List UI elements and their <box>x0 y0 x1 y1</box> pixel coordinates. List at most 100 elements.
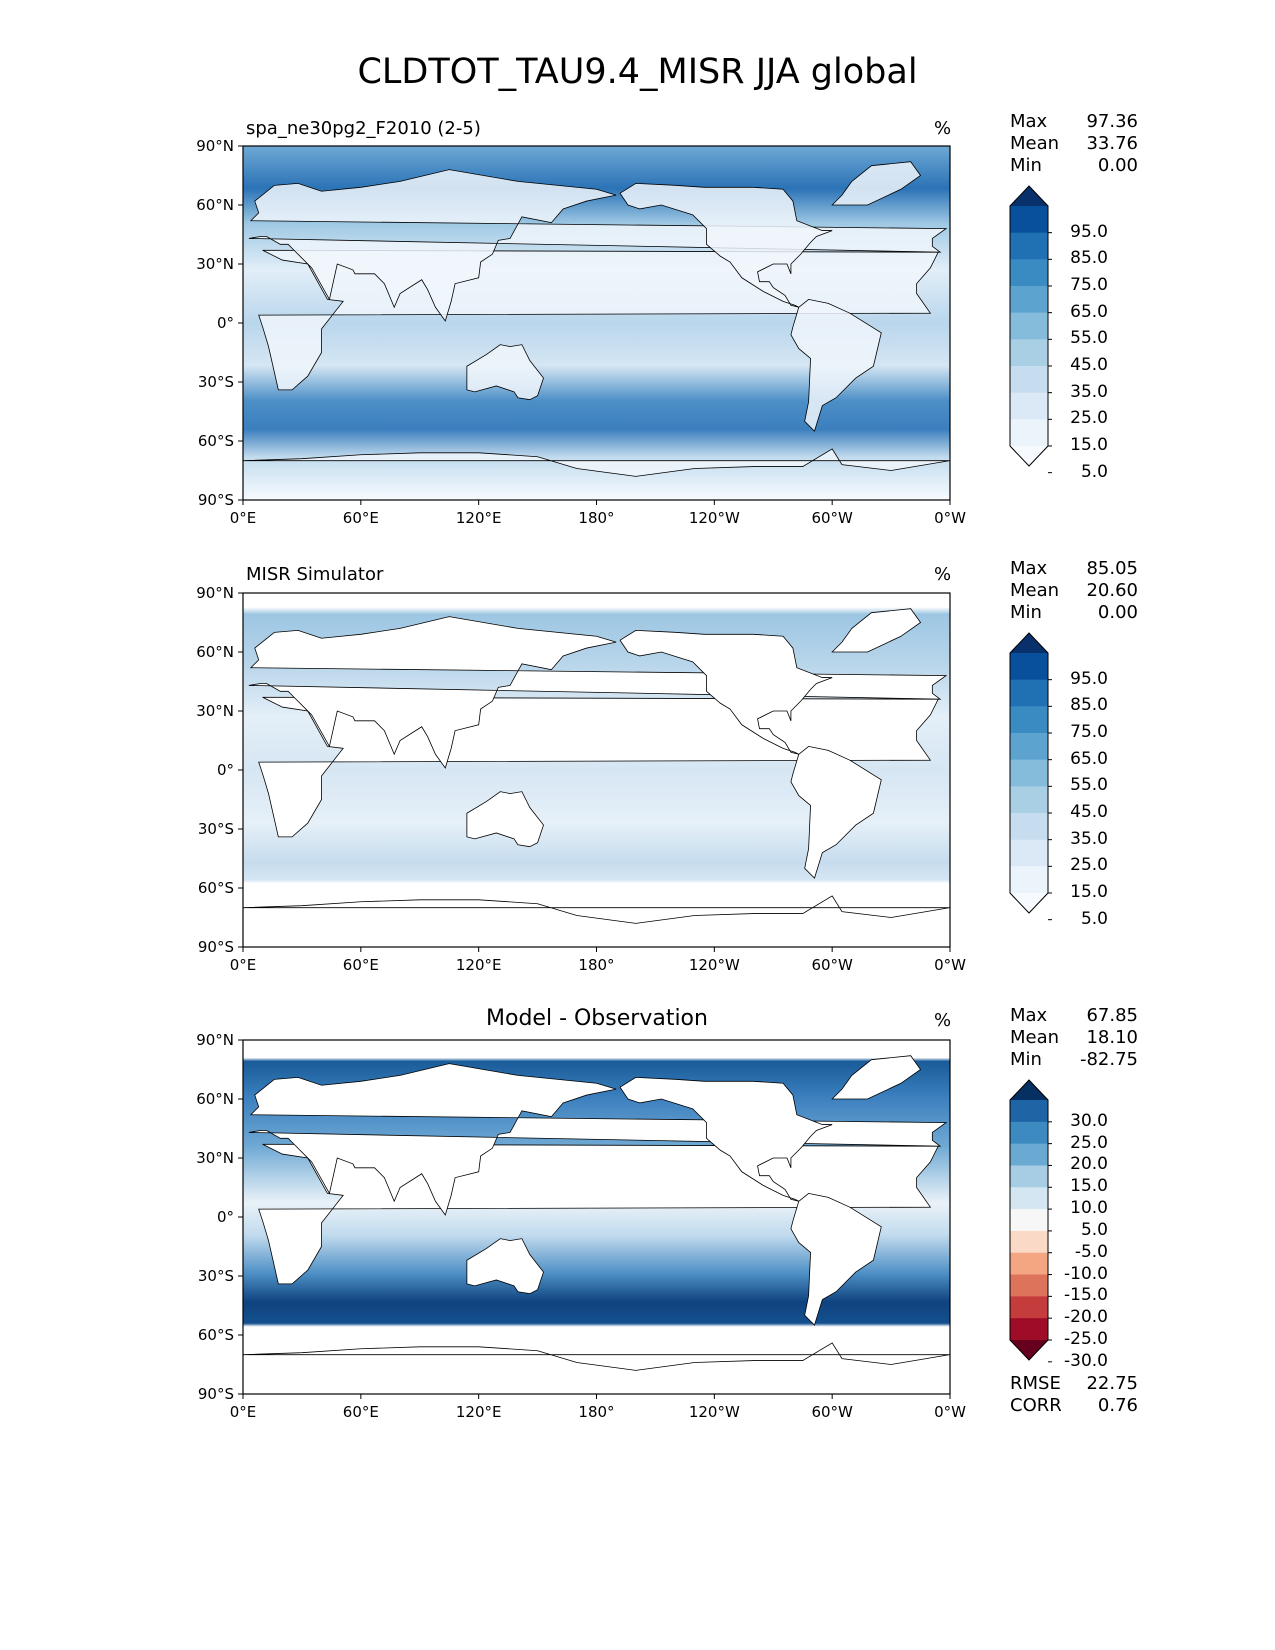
x-tick-label: 120°E <box>455 956 502 974</box>
stat-rmse-label: RMSE <box>1010 1373 1061 1394</box>
y-tick-label: 90°N <box>196 1031 234 1049</box>
stat-mean-label: Mean <box>1010 133 1060 154</box>
stat-mean-label: Mean <box>1010 1027 1060 1048</box>
x-tick-label: 120°W <box>688 956 740 974</box>
stat-corr-label: CORR <box>1010 1395 1062 1416</box>
stat-min-value: 0.00 <box>1097 602 1138 623</box>
panel-2-title: MISR Simulator <box>246 564 384 585</box>
stat-mean-value: 20.60 <box>1086 580 1138 601</box>
colorbar-extend-max <box>1010 1080 1048 1100</box>
colorbar-extend-max <box>1010 633 1048 653</box>
panel-2-units: % <box>934 564 952 585</box>
greenland-coast <box>831 1055 922 1100</box>
y-tick-label: 30°S <box>197 820 234 838</box>
greenland-coast <box>831 161 922 206</box>
colorbar-segment <box>1010 1230 1048 1254</box>
x-tick-label: 180° <box>578 509 615 527</box>
north-america-coast <box>619 1076 833 1202</box>
panel-3-title: Model - Observation <box>486 1006 708 1031</box>
colorbar-segment <box>1010 839 1048 867</box>
x-tick-label: 0°E <box>229 1403 257 1421</box>
colorbar-label: 30.0 <box>1070 1110 1108 1131</box>
x-tick-label: 120°E <box>455 509 502 527</box>
colorbar-label: 10.0 <box>1070 1198 1108 1219</box>
colorbar-label: 55.0 <box>1070 775 1108 796</box>
panel-1-units: % <box>934 118 952 139</box>
stat-rmse-value: 22.75 <box>1086 1373 1138 1394</box>
x-tick-label: 120°W <box>688 1403 740 1421</box>
x-tick-label: 120°W <box>688 509 740 527</box>
colorbar-label: 15.0 <box>1070 1176 1108 1197</box>
eurasia-coast <box>248 169 948 322</box>
y-tick-label: 60°S <box>197 1326 234 1344</box>
colorbar-label: 65.0 <box>1070 301 1108 322</box>
stat-max-value: 97.36 <box>1086 111 1138 132</box>
colorbar-label: 85.0 <box>1070 695 1108 716</box>
colorbar-label: 55.0 <box>1070 328 1108 349</box>
colorbar-label: 75.0 <box>1070 722 1108 742</box>
colorbar-segment <box>1010 259 1048 287</box>
colorbar-segment <box>1010 1209 1048 1232</box>
stat-max-label: Max <box>1010 558 1048 579</box>
colorbar-segment <box>1010 733 1048 761</box>
x-tick-label: 120°E <box>455 1403 502 1421</box>
stat-min-label: Min <box>1010 1049 1042 1070</box>
colorbar-segment <box>1010 232 1048 260</box>
stat-max-value: 67.85 <box>1086 1005 1138 1026</box>
colorbar-segment <box>1010 706 1048 734</box>
x-tick-label: 60°E <box>342 956 379 974</box>
x-tick-label: 60°E <box>342 1403 379 1421</box>
stat-max-value: 85.05 <box>1086 558 1138 579</box>
y-tick-label: 60°N <box>196 1090 234 1108</box>
y-tick-label: 0° <box>216 1208 234 1226</box>
stat-min-value: -82.75 <box>1079 1049 1138 1070</box>
colorbar-segment <box>1010 1165 1048 1188</box>
x-tick-label: 0°E <box>229 956 257 974</box>
colorbar-segment <box>1010 392 1048 420</box>
x-tick-label: 180° <box>578 1403 615 1421</box>
colorbar-segment <box>1010 1318 1048 1341</box>
y-tick-label: 0° <box>216 314 234 332</box>
stat-min-value: 0.00 <box>1097 155 1138 176</box>
y-tick-label: 60°N <box>196 196 234 214</box>
colorbar-segment <box>1010 1143 1048 1166</box>
stat-max-label: Max <box>1010 111 1048 132</box>
colorbar-segment <box>1010 1100 1048 1123</box>
stat-corr-value: 0.76 <box>1097 1395 1138 1416</box>
x-tick-label: 0°E <box>229 509 257 527</box>
greenland-coast <box>831 608 922 653</box>
stat-min-label: Min <box>1010 602 1042 623</box>
colorbar-segment <box>1010 312 1048 340</box>
antarctica-coast <box>242 1342 951 1371</box>
panel-2-stats: Max 85.05 Mean 20.60 Min 0.00 <box>1010 558 1138 624</box>
north-america-coast <box>619 629 833 755</box>
figure-title: CLDTOT_TAU9.4_MISR JJA global <box>357 52 918 92</box>
x-tick-label: 60°E <box>342 509 379 527</box>
colorbar-label: -15.0 <box>1064 1285 1108 1306</box>
stat-max-label: Max <box>1010 1005 1048 1026</box>
x-tick-label: 0°W <box>934 1403 966 1421</box>
colorbar-label: 25.0 <box>1070 1132 1108 1153</box>
colorbar-segment <box>1010 206 1048 234</box>
y-tick-label: 30°S <box>197 1267 234 1285</box>
y-tick-label: 90°N <box>196 137 234 155</box>
panel-3-units: % <box>934 1010 952 1031</box>
colorbar-label: -20.0 <box>1064 1307 1108 1328</box>
colorbar-segment <box>1010 786 1048 814</box>
colorbar-segment <box>1010 1296 1048 1319</box>
colorbar-label: 65.0 <box>1070 748 1108 769</box>
colorbar-label: 75.0 <box>1070 275 1108 295</box>
colorbar-segment <box>1010 366 1048 394</box>
colorbar-label: 95.0 <box>1070 668 1108 689</box>
y-tick-label: 0° <box>216 761 234 779</box>
colorbar-segment <box>1010 1121 1048 1145</box>
y-tick-label: 60°S <box>197 432 234 450</box>
colorbar-label: 25.0 <box>1070 408 1108 429</box>
colorbar-label: 85.0 <box>1070 248 1108 269</box>
south-america-coast <box>790 1192 882 1326</box>
colorbar-segment <box>1010 813 1048 841</box>
antarctica-coast <box>242 448 951 477</box>
north-america-coast <box>619 182 833 308</box>
colorbar-label: 5.0 <box>1080 461 1108 482</box>
